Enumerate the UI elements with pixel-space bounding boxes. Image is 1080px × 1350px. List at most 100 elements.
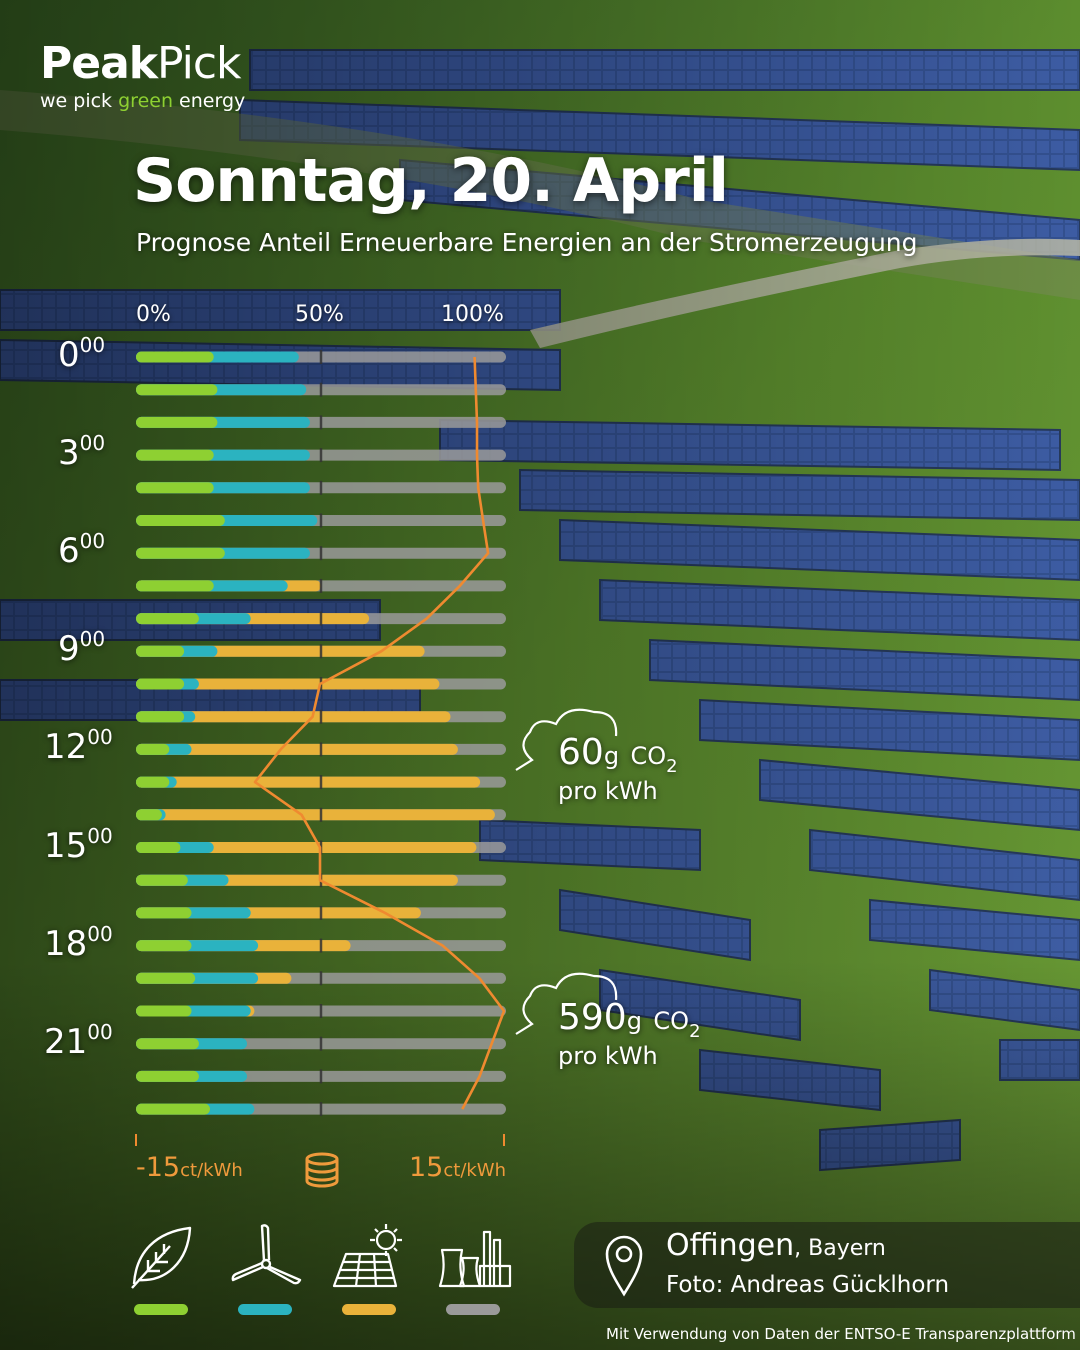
photo-credit: Foto: Andreas Gücklhorn — [666, 1272, 950, 1298]
hour-label-minutes: 00 — [79, 333, 106, 357]
legend-solar-swatch — [342, 1304, 396, 1315]
co2-annotation-high: 590g CO2 pro kWh — [558, 997, 701, 1070]
co2-sub-low: 2 — [666, 756, 678, 778]
share-axis-tick-50: 50% — [295, 302, 344, 327]
price-line — [253, 356, 506, 1110]
hour-label-9: 900 — [58, 627, 128, 670]
bar-green — [136, 1070, 199, 1082]
hour-label-minutes: 00 — [87, 725, 113, 750]
logo-tagline-end: energy — [173, 90, 246, 112]
bar-green — [136, 711, 185, 723]
bar-green — [136, 384, 218, 396]
hour-label-minutes: 00 — [87, 921, 113, 946]
cloud-outline — [515, 708, 618, 771]
hour-label-21: 2100 — [44, 1019, 114, 1062]
location-name: Offingen, Bayern — [666, 1228, 886, 1263]
bar-green — [136, 351, 214, 363]
price-min-value: -15 — [136, 1152, 181, 1183]
logo-name-light: Pick — [157, 38, 241, 89]
share-axis-tick-0: 0% — [136, 302, 171, 327]
coins-icon — [305, 1152, 339, 1188]
hour-label-minutes: 00 — [79, 431, 106, 456]
hour-label-0: 000 — [58, 333, 128, 375]
co2-sub-high: 2 — [689, 1021, 701, 1043]
location-pin-icon — [605, 1235, 643, 1297]
bar-green — [136, 1005, 192, 1017]
hour-label-18: 1800 — [44, 921, 114, 964]
power-plant-icon — [438, 1230, 512, 1288]
hour-label-value: 0 — [58, 335, 80, 375]
hour-label-minutes: 00 — [87, 823, 113, 848]
bar-green — [136, 416, 218, 428]
co2-value-high: 590 — [558, 997, 627, 1038]
bar-green — [136, 743, 170, 755]
co2-label-low: CO — [630, 742, 667, 770]
bar-solar — [136, 842, 477, 853]
wind-turbine-icon — [231, 1224, 302, 1285]
legend-green-swatch — [134, 1304, 188, 1315]
share-axis-tick-100: 100% — [441, 302, 504, 327]
bar-solar — [136, 678, 440, 690]
co2-per-low: pro kWh — [558, 777, 658, 806]
hour-label-value: 18 — [44, 923, 88, 964]
bar-green — [136, 678, 185, 690]
bar-solar — [136, 743, 458, 755]
bar-solar — [136, 809, 495, 821]
data-source-note: Mit Verwendung von Daten der ENTSO-E Tra… — [606, 1325, 1076, 1343]
price-max-value: 15 — [409, 1152, 444, 1183]
bar-green — [136, 874, 188, 886]
cloud-callout-high — [515, 972, 618, 1035]
hour-label-12: 1200 — [44, 725, 114, 768]
legend-fossil-swatch — [446, 1304, 500, 1315]
price-axis-max-label: 15ct/kWh — [409, 1152, 506, 1183]
location-panel — [574, 1222, 1080, 1308]
bar-solar — [136, 711, 451, 723]
location-region: , Bayern — [794, 1236, 886, 1261]
hour-label-value: 9 — [58, 629, 80, 670]
page-subtitle: Prognose Anteil Erneuerbare Energien an … — [136, 228, 918, 257]
page-title: Sonntag, 20. April — [133, 146, 729, 216]
bar-green — [136, 449, 214, 461]
bar-green — [136, 972, 196, 984]
hour-label-value: 12 — [44, 727, 88, 768]
bar-green — [136, 907, 192, 919]
bar-green — [136, 515, 225, 526]
cloud-callout-low — [515, 708, 618, 771]
bar-green — [136, 482, 214, 494]
solar-panel-icon — [332, 1224, 402, 1288]
bar-green — [136, 842, 181, 853]
hour-label-minutes: 00 — [87, 1019, 113, 1044]
hour-label-minutes: 00 — [79, 627, 106, 652]
bar-green — [136, 547, 225, 559]
co2-per-high: pro kWh — [558, 1042, 658, 1071]
logo-name-bold: Peak — [40, 38, 158, 89]
price-axis-min-label: -15ct/kWh — [136, 1152, 243, 1183]
hour-label-value: 21 — [44, 1021, 88, 1062]
hour-label-minutes: 00 — [79, 529, 106, 554]
hour-label-3: 300 — [58, 431, 128, 474]
price-min-unit: ct/kWh — [180, 1160, 243, 1181]
co2-unit-high: g — [626, 1007, 642, 1035]
hour-label-15: 1500 — [44, 823, 114, 866]
co2-label-high: CO — [653, 1007, 690, 1035]
co2-value-low: 60 — [558, 732, 604, 773]
leaf-icon — [131, 1226, 192, 1289]
hour-label-value: 15 — [44, 825, 88, 866]
hour-label-6: 600 — [58, 529, 128, 572]
bar-solar — [136, 776, 481, 788]
hour-label-value: 6 — [58, 531, 80, 572]
co2-unit-low: g — [603, 742, 620, 770]
price-max-unit: ct/kWh — [443, 1160, 507, 1181]
bar-green — [136, 580, 214, 592]
bar-green — [136, 613, 199, 625]
cloud-outline — [515, 972, 618, 1035]
co2-annotation-low: 60g CO2 pro kWh — [558, 732, 678, 805]
bar-green — [136, 645, 185, 657]
logo-tagline-green: green — [118, 90, 173, 112]
logo-tagline-start: we pick — [40, 90, 119, 112]
hour-label-value: 3 — [58, 433, 80, 474]
peakpick-logo: PeakPick we pick green energy — [40, 38, 245, 112]
bar-green — [136, 776, 170, 788]
